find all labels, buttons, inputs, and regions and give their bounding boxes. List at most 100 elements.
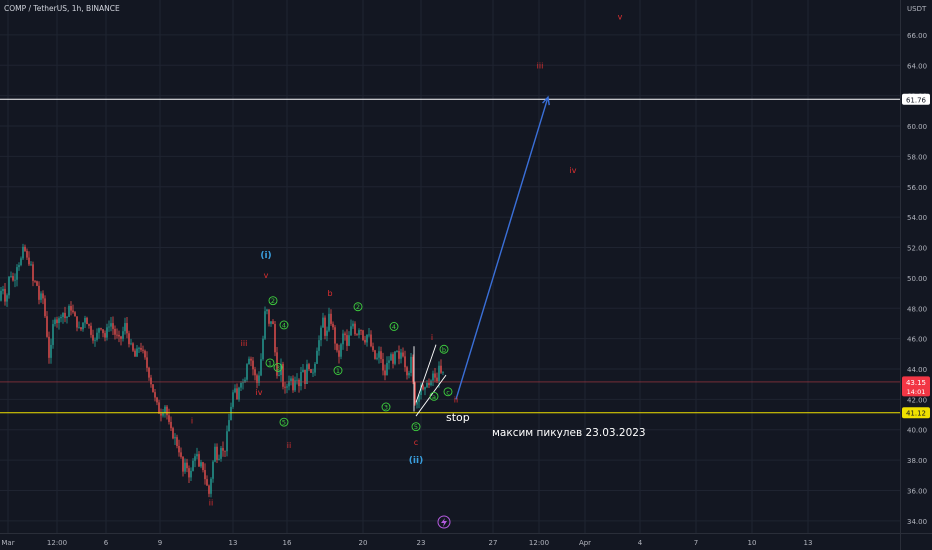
x-tick-label: 13	[229, 539, 238, 547]
projection-arrow[interactable]	[455, 95, 550, 400]
candle-body	[50, 344, 52, 358]
candle-body	[212, 461, 214, 479]
candle-body	[440, 365, 442, 373]
candle-body	[302, 369, 304, 372]
candle-body	[2, 288, 4, 291]
y-tick-label: 40.00	[907, 427, 927, 435]
candle-body	[128, 333, 130, 345]
candle-body	[350, 326, 352, 336]
candle-body	[326, 330, 328, 336]
candle-body	[242, 382, 244, 384]
time-axis[interactable]: Mar 12:00 6 9 13 16 20 23 27 12:00 Apr 4 7 10 13	[1, 539, 812, 547]
triangle-line	[415, 344, 437, 403]
candle-body	[414, 382, 416, 405]
candle-body	[360, 330, 362, 331]
candle-body	[74, 312, 76, 317]
x-tick-label: 12:00	[47, 539, 67, 547]
candle-body	[310, 369, 312, 373]
candle-body	[418, 395, 420, 402]
x-tick-label: 13	[804, 539, 813, 547]
candle-body	[80, 327, 82, 330]
candle-body	[288, 381, 290, 387]
candle-body	[412, 356, 414, 383]
candle-body	[164, 406, 166, 413]
circle-label-ring	[279, 320, 289, 330]
candle-body	[156, 397, 158, 403]
target-price-badge	[902, 93, 930, 105]
y-tick-label: 48.00	[907, 305, 927, 313]
circle-label-ring	[443, 387, 453, 397]
reference-lines[interactable]	[0, 98, 900, 414]
candle-body	[66, 316, 68, 319]
x-tick-label: 16	[283, 539, 292, 547]
candle-body	[8, 276, 10, 296]
candle-body	[122, 331, 124, 339]
y-tick-label: 52.00	[907, 245, 927, 253]
candle-body	[344, 333, 346, 336]
candle-body	[432, 373, 434, 381]
axis-currency: USDT	[907, 5, 927, 13]
triangle-pattern	[413, 344, 447, 417]
candle-body	[56, 319, 58, 324]
candle-body	[340, 344, 342, 357]
wave-label: iii	[241, 339, 248, 348]
candle-body	[34, 280, 36, 282]
price-axis[interactable]: 34.00 36.00 38.00 40.00 42.00 44.00 46.00 48.00…	[902, 32, 930, 526]
candle-body	[300, 371, 302, 387]
candle-body	[346, 335, 348, 346]
candle-body	[54, 319, 56, 325]
candle-body	[272, 321, 274, 325]
wave-label: ii	[209, 499, 213, 508]
circle-label-ring	[381, 402, 391, 412]
candle-body	[268, 309, 270, 324]
candle-body	[104, 333, 106, 338]
candle-body	[36, 281, 38, 286]
stop-price-badge	[902, 407, 930, 419]
candle-body	[166, 406, 168, 416]
candle-body	[68, 306, 70, 317]
symbol-title: COMP / TetherUS, 1h, BINANCE	[4, 4, 120, 13]
candle-body	[32, 264, 34, 281]
candle-body	[10, 276, 12, 277]
candle-body	[348, 335, 350, 346]
candle-body	[42, 293, 44, 299]
candle-body	[146, 357, 148, 368]
wave-label: iv	[256, 388, 263, 397]
candle-body	[82, 322, 84, 330]
candle-body	[70, 306, 72, 311]
candle-body	[38, 285, 40, 300]
candle-body	[420, 385, 422, 396]
candle-body	[372, 346, 374, 351]
wave-label: c	[414, 438, 418, 447]
wave-label: iv	[570, 166, 577, 175]
triangle-line	[415, 374, 447, 417]
candle-body	[148, 367, 150, 378]
lightning-icon[interactable]	[437, 515, 451, 529]
candle-body	[306, 364, 308, 384]
candle-body	[428, 382, 430, 386]
countdown-label: 14:01	[907, 388, 926, 396]
y-tick-label: 36.00	[907, 487, 927, 495]
candle-body	[110, 323, 112, 327]
candle-body	[52, 324, 54, 345]
candle-body	[274, 324, 276, 353]
candle-body	[234, 388, 236, 393]
candle-body	[178, 446, 180, 453]
candle-body	[318, 340, 320, 351]
candle-body	[220, 448, 222, 459]
candle-body	[22, 246, 24, 259]
last-price-badge	[902, 376, 930, 397]
candle-body	[394, 351, 396, 364]
author-signature: максим пикулев 23.03.2023	[492, 427, 646, 439]
wave-label: i	[431, 333, 433, 342]
candle-body	[282, 363, 284, 387]
target-price-label: 61.76	[906, 96, 927, 104]
circle-label-text: 5	[282, 419, 286, 427]
circle-label-text: 4	[282, 321, 286, 329]
candle-body	[100, 328, 102, 330]
x-tick-label: Mar	[1, 539, 14, 547]
candle-body	[270, 321, 272, 324]
projection-line[interactable]	[455, 96, 549, 400]
